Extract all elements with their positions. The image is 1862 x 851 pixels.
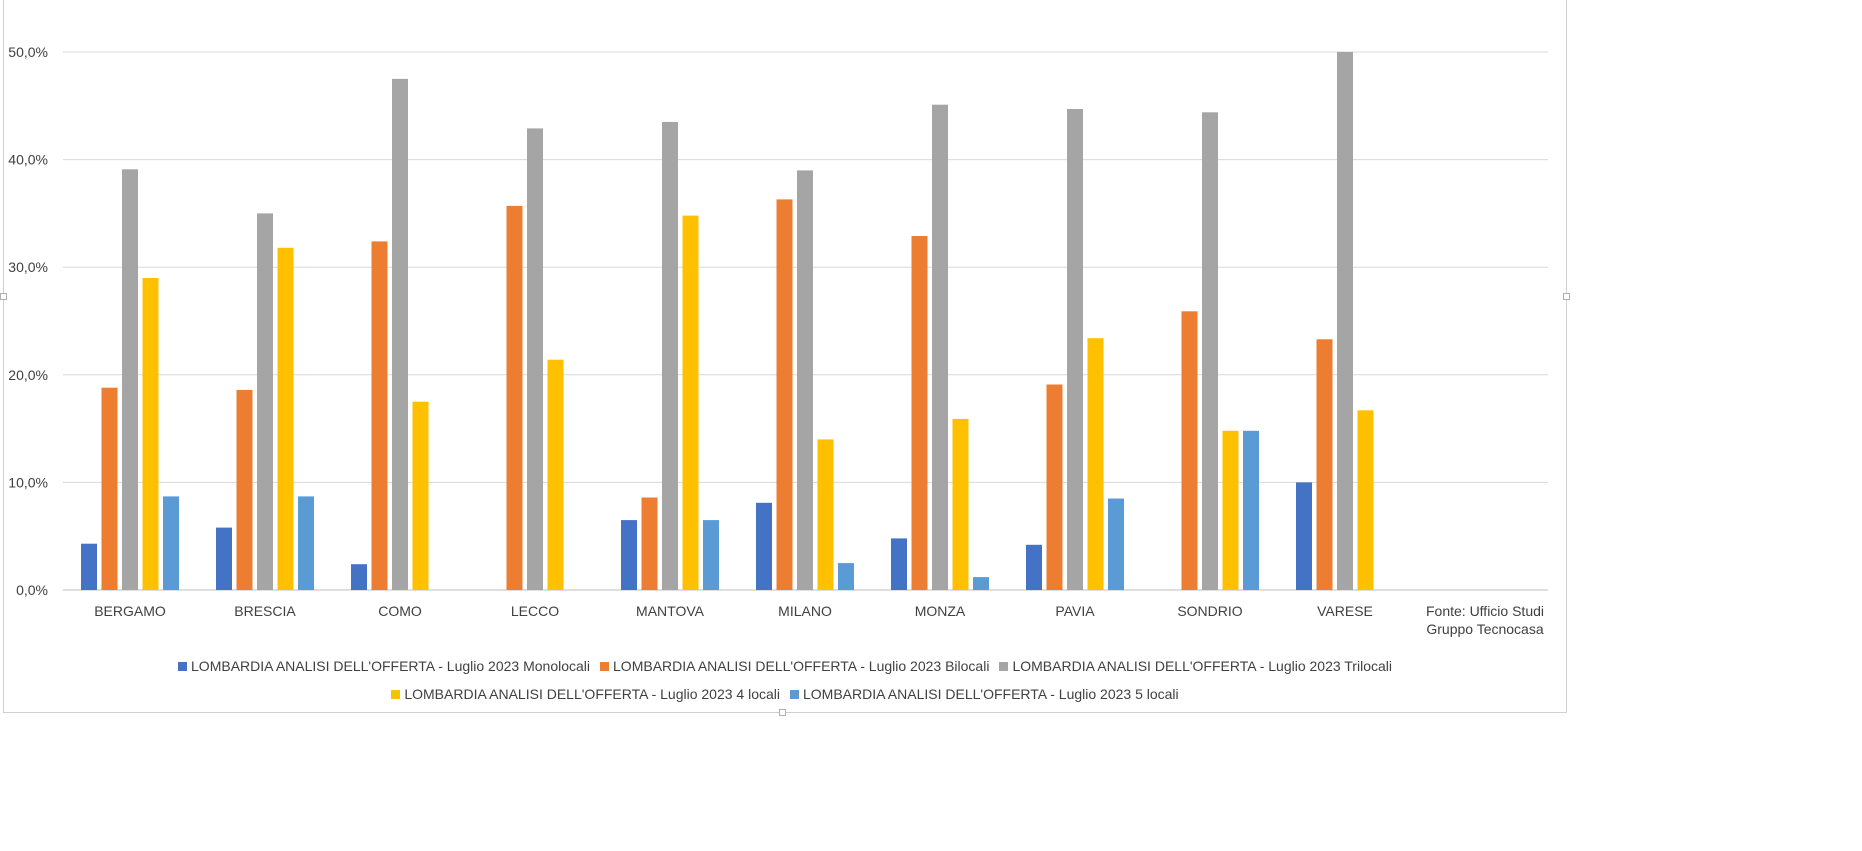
x-tick-label: MANTOVA: [636, 603, 705, 619]
resize-handle-bottom[interactable]: [779, 709, 786, 716]
bar-mantova-s5: [703, 520, 719, 590]
source-note-line2: Gruppo Tecnocasa: [1426, 621, 1544, 637]
bar-brescia-s3: [257, 213, 273, 590]
bar-brescia-s2: [236, 389, 253, 590]
legend: LOMBARDIA ANALISI DELL'OFFERTA - Luglio …: [0, 652, 1570, 708]
bar-como-s4: [412, 401, 429, 590]
bar-sondrio-s2: [1181, 311, 1198, 590]
legend-swatch: [600, 661, 610, 671]
bar-varese-s1: [1296, 482, 1312, 590]
bar-pavia-s5: [1108, 498, 1124, 590]
x-axis: BERGAMO BRESCIA COMO LECCO MANTOVA MILANO MONZ…: [94, 603, 1373, 619]
legend-item: LOMBARDIA ANALISI DELL'OFFERTA - Luglio …: [178, 658, 590, 674]
bar-mantova-s2: [641, 497, 658, 590]
x-tick-label: SONDRIO: [1177, 603, 1242, 619]
legend-label: LOMBARDIA ANALISI DELL'OFFERTA - Luglio …: [404, 686, 780, 702]
bar-sondrio-s3: [1202, 112, 1218, 591]
bar-mantova-s1: [621, 520, 637, 590]
legend-swatch: [178, 661, 188, 671]
bar-bergamo-s1: [81, 543, 97, 590]
bar-milano-s3: [797, 170, 813, 590]
y-tick-label: 30,0%: [8, 259, 48, 275]
bar-como-s2: [371, 241, 388, 590]
source-note-line1: Fonte: Ufficio Studi: [1425, 603, 1545, 619]
x-tick-label: BRESCIA: [234, 603, 296, 619]
bar-monza-s1: [891, 538, 907, 590]
plot-area: 0,0% 10,0% 20,0% 30,0% 40,0% 50,0% BERGAMO BRE…: [8, 44, 1548, 619]
bar-lecco-s2: [506, 205, 523, 590]
bar-como-s3: [392, 78, 408, 591]
legend-row: LOMBARDIA ANALISI DELL'OFFERTA - Luglio …: [0, 652, 1570, 680]
bar-monza-s4: [952, 418, 969, 590]
y-tick-label: 50,0%: [8, 44, 48, 60]
bar-lecco-s3: [527, 128, 543, 590]
y-axis: 0,0% 10,0% 20,0% 30,0% 40,0% 50,0%: [8, 44, 48, 598]
legend-item: LOMBARDIA ANALISI DELL'OFFERTA - Luglio …: [790, 686, 1179, 702]
legend-label: LOMBARDIA ANALISI DELL'OFFERTA - Luglio …: [613, 658, 990, 674]
x-tick-label: BERGAMO: [94, 603, 166, 619]
legend-item: LOMBARDIA ANALISI DELL'OFFERTA - Luglio …: [391, 686, 780, 702]
x-tick-label: LECCO: [511, 603, 559, 619]
legend-swatch: [999, 661, 1009, 671]
bar-bergamo-s2: [101, 387, 118, 590]
bar-brescia-s1: [216, 527, 232, 590]
bar-sondrio-s4: [1222, 430, 1239, 590]
y-tick-label: 20,0%: [8, 367, 48, 383]
x-tick-label: COMO: [378, 603, 422, 619]
bar-milano-s2: [776, 199, 793, 590]
x-tick-label: PAVIA: [1055, 603, 1095, 619]
y-tick-label: 10,0%: [8, 474, 48, 490]
bar-bergamo-s4: [142, 278, 159, 590]
bars: [81, 52, 1374, 591]
x-tick-label: VARESE: [1317, 603, 1373, 619]
y-tick-label: 0,0%: [16, 582, 48, 598]
resize-handle-right[interactable]: [1563, 293, 1570, 300]
legend-swatch: [790, 689, 799, 699]
bar-monza-s3: [932, 104, 948, 590]
bar-mantova-s3: [662, 121, 678, 591]
x-tick-label: MONZA: [915, 603, 966, 619]
bar-como-s1: [351, 564, 367, 590]
bar-bergamo-s3: [122, 169, 138, 591]
bar-bergamo-s5: [163, 496, 179, 590]
bar-varese-s4: [1357, 410, 1374, 590]
legend-label: LOMBARDIA ANALISI DELL'OFFERTA - Luglio …: [191, 658, 591, 674]
y-tick-label: 40,0%: [8, 152, 48, 168]
legend-item: LOMBARDIA ANALISI DELL'OFFERTA - Luglio …: [600, 658, 989, 674]
bar-monza-s5: [973, 577, 989, 590]
source-note: Fonte: Ufficio Studi Gruppo Tecnocasa: [1400, 602, 1570, 638]
bar-brescia-s5: [298, 496, 314, 590]
bar-sondrio-s5: [1243, 430, 1259, 590]
bar-pavia-s4: [1087, 338, 1104, 590]
legend-item: LOMBARDIA ANALISI DELL'OFFERTA - Luglio …: [999, 658, 1392, 674]
bar-varese-s3: [1337, 52, 1353, 590]
bar-milano-s4: [817, 439, 834, 590]
legend-swatch: [391, 689, 401, 699]
bar-pavia-s2: [1046, 384, 1063, 590]
bar-varese-s2: [1316, 339, 1333, 590]
bar-milano-s1: [756, 502, 772, 590]
bar-brescia-s4: [277, 247, 294, 591]
bar-pavia-s3: [1067, 109, 1083, 590]
bar-lecco-s4: [547, 359, 564, 590]
bar-milano-s5: [838, 563, 854, 590]
x-tick-label: MILANO: [778, 603, 832, 619]
legend-row: LOMBARDIA ANALISI DELL'OFFERTA - Luglio …: [0, 680, 1570, 708]
resize-handle-left[interactable]: [0, 293, 7, 300]
bar-pavia-s1: [1026, 544, 1042, 590]
bar-mantova-s4: [682, 215, 699, 590]
legend-label: LOMBARDIA ANALISI DELL'OFFERTA - Luglio …: [803, 686, 1179, 702]
bar-monza-s2: [911, 236, 928, 590]
legend-label: LOMBARDIA ANALISI DELL'OFFERTA - Luglio …: [1012, 658, 1392, 674]
